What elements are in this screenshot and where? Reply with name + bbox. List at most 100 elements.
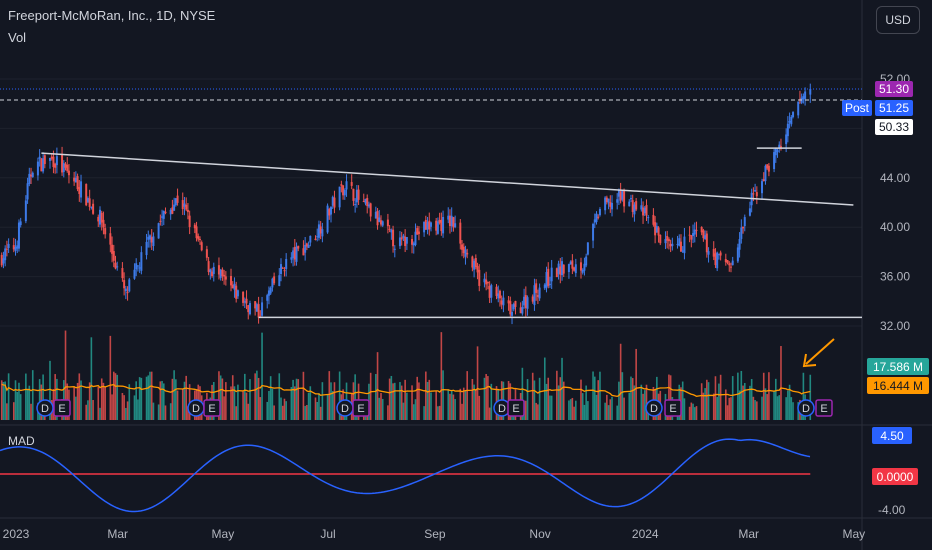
candle-body (462, 246, 465, 254)
candle-body (679, 241, 682, 252)
mad-legend-label[interactable]: MAD (8, 434, 35, 448)
volume-bar (762, 372, 765, 420)
candle-body (607, 198, 610, 203)
candle-body (193, 224, 196, 229)
earnings-marker[interactable]: E (53, 399, 71, 417)
volume-bar (616, 405, 618, 420)
volume-bar (176, 390, 179, 420)
candle-body (736, 247, 739, 262)
volume-bar (609, 399, 612, 420)
trendline-upper[interactable] (41, 152, 854, 206)
earnings-marker[interactable]: E (664, 399, 682, 417)
candle-body (14, 246, 17, 251)
candle-body (386, 219, 389, 227)
volume-bar (787, 390, 789, 420)
candle-body (657, 227, 660, 236)
candle-body (412, 243, 415, 246)
candle-body (447, 215, 450, 220)
candle-body (402, 235, 405, 238)
last-price-badge: 51.30 (875, 81, 913, 97)
volume-bar (792, 402, 794, 420)
candle-body (255, 304, 258, 312)
candle-body (217, 265, 220, 275)
dividend-marker[interactable]: D (36, 399, 54, 417)
candle-body (350, 182, 353, 186)
candle-body (786, 123, 789, 137)
trendlines[interactable] (41, 147, 862, 319)
mad-axis: -4.00 (878, 503, 906, 517)
volume-bar (719, 374, 722, 420)
volume-bar (169, 403, 172, 420)
symbol-title[interactable]: Freeport-McMoRan, Inc., 1D, NYSE (8, 8, 216, 23)
volume-bar (669, 375, 672, 420)
dividend-marker[interactable]: D (336, 399, 354, 417)
candle-body (585, 256, 588, 266)
volume-bar (157, 404, 160, 420)
time-axis[interactable]: 2023 Mar May Jul Sep Nov 2024 Mar May (3, 527, 866, 541)
candle-body (738, 239, 741, 250)
dividend-marker[interactable]: D (645, 399, 663, 417)
volume-bar (304, 405, 306, 420)
volume-bar (575, 400, 577, 420)
candle-body (309, 235, 312, 243)
candle-body (704, 235, 707, 239)
candle-body (773, 152, 776, 170)
volume-bar (559, 377, 562, 420)
candle-body (221, 269, 224, 277)
candle-body (533, 285, 536, 306)
candle-body (26, 183, 29, 200)
candle-body (61, 154, 64, 173)
volume-bar (109, 335, 112, 420)
volume-bar (585, 385, 587, 420)
volume-bar (531, 372, 534, 420)
candle-body (486, 281, 489, 284)
volume-bar (388, 378, 391, 420)
volume-bar (592, 371, 594, 420)
candle-body (136, 265, 139, 267)
candle-body (731, 260, 734, 266)
earnings-marker[interactable]: E (352, 399, 370, 417)
volume-bar (328, 371, 331, 420)
volume-bar (285, 401, 287, 420)
candle-body (124, 288, 127, 292)
volume-bar (788, 384, 791, 420)
volume-bar (273, 405, 275, 420)
volume-bar (569, 399, 572, 420)
volume-bar (454, 399, 456, 420)
volume-bar (450, 390, 453, 420)
candle-body (702, 230, 705, 239)
volume-bar (318, 393, 320, 420)
candle-body (305, 243, 308, 247)
candle-body (269, 287, 272, 294)
earnings-marker[interactable]: E (815, 399, 833, 417)
candle-body (12, 245, 15, 250)
volume-bar (776, 396, 779, 420)
currency-button[interactable]: USD (876, 6, 920, 34)
candle-body (76, 176, 79, 190)
volume-bar (375, 374, 377, 420)
level-price-badge: 50.33 (875, 119, 913, 135)
volume-bar (278, 373, 281, 420)
candle-body (52, 156, 55, 168)
candle-body (495, 286, 498, 296)
price-tick: 40.00 (880, 220, 910, 234)
dividend-marker[interactable]: D (187, 399, 205, 417)
volume-legend-label[interactable]: Vol (8, 30, 27, 45)
earnings-marker[interactable]: E (203, 399, 221, 417)
volume-bar (738, 390, 741, 420)
volume-bar (656, 376, 658, 420)
volume-bar (706, 379, 708, 420)
dividend-marker[interactable]: D (797, 399, 815, 417)
candle-body (545, 272, 548, 288)
candle-body (543, 284, 546, 289)
volume-bar (700, 383, 703, 420)
earnings-marker[interactable]: E (507, 399, 525, 417)
volume-bar (281, 405, 284, 420)
candle-body (85, 184, 88, 206)
candle-body (364, 198, 367, 204)
volume-bar (31, 370, 34, 420)
volume-bar (297, 379, 300, 420)
volume-bar (19, 394, 22, 420)
